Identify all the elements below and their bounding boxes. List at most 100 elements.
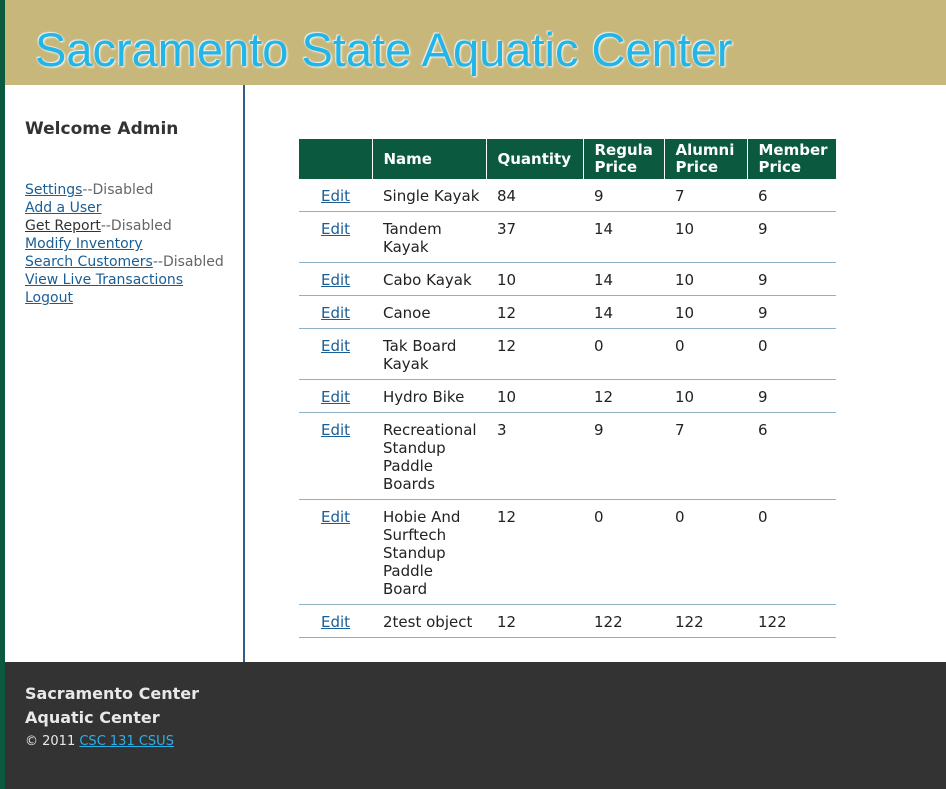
admin-menu: Settings--Disabled Add a User Get Report… bbox=[25, 181, 224, 307]
item-quantity: 12 bbox=[486, 295, 583, 329]
table-row: Edit Recreational Standup Paddle Boards … bbox=[299, 412, 836, 500]
settings-link[interactable]: Settings bbox=[25, 182, 83, 198]
csc131-link[interactable]: CSC 131 CSUS bbox=[79, 734, 174, 749]
edit-link[interactable]: Edit bbox=[321, 388, 351, 406]
edit-cell: Edit bbox=[299, 211, 372, 263]
menu-item-search-customers: Search Customers--Disabled bbox=[25, 253, 224, 271]
edit-link[interactable]: Edit bbox=[321, 271, 351, 289]
member-price: 9 bbox=[747, 211, 836, 263]
edit-link[interactable]: Edit bbox=[321, 304, 351, 322]
member-price: 6 bbox=[747, 179, 836, 212]
copyright-text: © 2011 bbox=[25, 734, 76, 749]
edit-link[interactable]: Edit bbox=[321, 508, 351, 526]
menu-item-add-user: Add a User bbox=[25, 199, 224, 217]
member-price: 9 bbox=[747, 295, 836, 329]
left-edge-stripe bbox=[0, 0, 5, 789]
edit-cell: Edit bbox=[299, 412, 372, 500]
footer-org-line-1: Sacramento Center bbox=[25, 684, 199, 703]
member-price: 9 bbox=[747, 379, 836, 413]
regular-price: 122 bbox=[583, 604, 664, 638]
footer-org-line-2: Aquatic Center bbox=[25, 708, 160, 727]
alumni-price: 7 bbox=[664, 179, 747, 212]
item-quantity: 10 bbox=[486, 262, 583, 296]
table-row: Edit Canoe 12 14 10 9 bbox=[299, 295, 836, 329]
member-price: 122 bbox=[747, 604, 836, 638]
footer-org-name: Sacramento Center Aquatic Center bbox=[25, 682, 199, 730]
column-header-quantity: Quantity bbox=[485, 139, 583, 179]
table-row: Edit Tandem Kayak 37 14 10 9 bbox=[299, 211, 836, 263]
search-customers-link[interactable]: Search Customers bbox=[25, 254, 153, 270]
alumni-price: 0 bbox=[664, 499, 747, 605]
get-report-link[interactable]: Get Report bbox=[25, 218, 101, 234]
regular-price: 9 bbox=[583, 412, 664, 500]
menu-item-live-transactions: View Live Transactions bbox=[25, 271, 224, 289]
item-name: Canoe bbox=[372, 295, 486, 329]
column-header-name: Name bbox=[371, 139, 486, 179]
column-header-member-price: Member Price bbox=[746, 139, 836, 179]
member-price: 0 bbox=[747, 328, 836, 380]
alumni-price: 122 bbox=[664, 604, 747, 638]
table-row: Edit Cabo Kayak 10 14 10 9 bbox=[299, 262, 836, 296]
site-title: Sacramento State Aquatic Center bbox=[35, 23, 733, 76]
column-header-regular-price: Regula Price bbox=[582, 139, 664, 179]
table-row: Edit Hydro Bike 10 12 10 9 bbox=[299, 379, 836, 413]
disabled-note: --Disabled bbox=[100, 218, 172, 234]
item-quantity: 84 bbox=[486, 179, 583, 212]
item-name: Recreational Standup Paddle Boards bbox=[372, 412, 486, 500]
view-live-transactions-link[interactable]: View Live Transactions bbox=[25, 272, 184, 288]
site-footer: Sacramento Center Aquatic Center © 2011 … bbox=[5, 662, 946, 789]
alumni-price: 10 bbox=[664, 295, 747, 329]
edit-cell: Edit bbox=[299, 379, 372, 413]
alumni-price: 0 bbox=[664, 328, 747, 380]
inventory-table: Name Quantity Regula Price Alumni Price … bbox=[299, 139, 836, 638]
item-quantity: 12 bbox=[486, 604, 583, 638]
edit-link[interactable]: Edit bbox=[321, 187, 351, 205]
table-row: Edit 2test object 12 122 122 122 bbox=[299, 604, 836, 638]
edit-link[interactable]: Edit bbox=[321, 421, 351, 439]
regular-price: 9 bbox=[583, 179, 664, 212]
item-name: Hydro Bike bbox=[372, 379, 486, 413]
alumni-price: 7 bbox=[664, 412, 747, 500]
menu-item-modify-inventory: Modify Inventory bbox=[25, 235, 224, 253]
menu-item-logout: Logout bbox=[25, 289, 224, 307]
edit-link[interactable]: Edit bbox=[321, 220, 351, 238]
item-quantity: 37 bbox=[486, 211, 583, 263]
alumni-price: 10 bbox=[664, 262, 747, 296]
item-quantity: 12 bbox=[486, 328, 583, 380]
member-price: 0 bbox=[747, 499, 836, 605]
column-header-alumni-price: Alumni Price bbox=[663, 139, 747, 179]
disabled-note: --Disabled bbox=[152, 254, 224, 270]
main-content: Name Quantity Regula Price Alumni Price … bbox=[245, 85, 946, 662]
column-header-edit bbox=[299, 139, 372, 179]
footer-copyright: © 2011 CSC 131 CSUS bbox=[25, 734, 174, 749]
alumni-price: 10 bbox=[664, 211, 747, 263]
item-quantity: 12 bbox=[486, 499, 583, 605]
item-quantity: 10 bbox=[486, 379, 583, 413]
edit-cell: Edit bbox=[299, 499, 372, 605]
item-name: Cabo Kayak bbox=[372, 262, 486, 296]
edit-link[interactable]: Edit bbox=[321, 613, 351, 631]
edit-cell: Edit bbox=[299, 604, 372, 638]
edit-link[interactable]: Edit bbox=[321, 337, 351, 355]
regular-price: 0 bbox=[583, 499, 664, 605]
item-name: 2test object bbox=[372, 604, 486, 638]
disabled-note: --Disabled bbox=[82, 182, 154, 198]
edit-cell: Edit bbox=[299, 295, 372, 329]
member-price: 9 bbox=[747, 262, 836, 296]
site-header: Sacramento State Aquatic Center bbox=[5, 0, 946, 85]
edit-cell: Edit bbox=[299, 179, 372, 212]
modify-inventory-link[interactable]: Modify Inventory bbox=[25, 236, 143, 252]
edit-cell: Edit bbox=[299, 328, 372, 380]
item-quantity: 3 bbox=[486, 412, 583, 500]
add-user-link[interactable]: Add a User bbox=[25, 200, 102, 216]
regular-price: 14 bbox=[583, 211, 664, 263]
item-name: Single Kayak bbox=[372, 179, 486, 212]
logout-link[interactable]: Logout bbox=[25, 290, 73, 306]
table-row: Edit Tak Board Kayak 12 0 0 0 bbox=[299, 328, 836, 380]
member-price: 6 bbox=[747, 412, 836, 500]
item-name: Hobie And Surftech Standup Paddle Board bbox=[372, 499, 486, 605]
item-name: Tandem Kayak bbox=[372, 211, 486, 263]
item-name: Tak Board Kayak bbox=[372, 328, 486, 380]
regular-price: 14 bbox=[583, 295, 664, 329]
menu-item-get-report: Get Report--Disabled bbox=[25, 217, 224, 235]
